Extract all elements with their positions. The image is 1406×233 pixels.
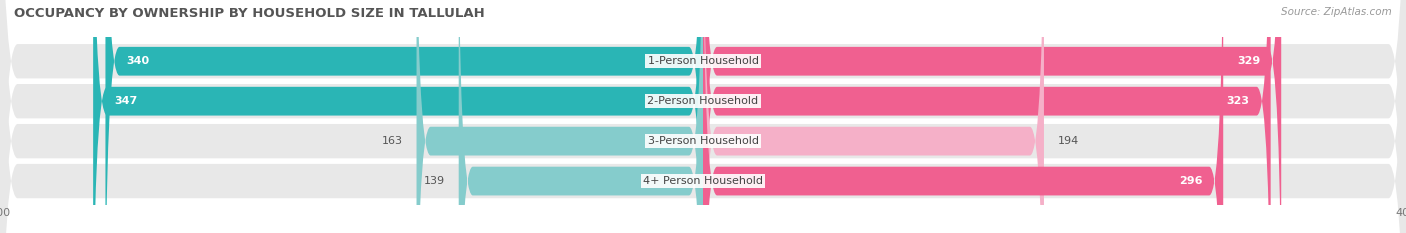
FancyBboxPatch shape (105, 0, 703, 233)
Text: 296: 296 (1178, 176, 1202, 186)
Text: 194: 194 (1057, 136, 1080, 146)
FancyBboxPatch shape (703, 0, 1223, 233)
Text: 3-Person Household: 3-Person Household (648, 136, 758, 146)
FancyBboxPatch shape (703, 0, 1043, 233)
FancyBboxPatch shape (458, 0, 703, 233)
Text: 163: 163 (381, 136, 402, 146)
Text: 329: 329 (1237, 56, 1260, 66)
FancyBboxPatch shape (93, 0, 703, 233)
Text: 323: 323 (1226, 96, 1250, 106)
FancyBboxPatch shape (703, 0, 1271, 233)
Text: 4+ Person Household: 4+ Person Household (643, 176, 763, 186)
FancyBboxPatch shape (703, 0, 1281, 233)
Text: 347: 347 (114, 96, 138, 106)
Text: 340: 340 (127, 56, 149, 66)
Text: 139: 139 (423, 176, 444, 186)
Text: 1-Person Household: 1-Person Household (648, 56, 758, 66)
Text: OCCUPANCY BY OWNERSHIP BY HOUSEHOLD SIZE IN TALLULAH: OCCUPANCY BY OWNERSHIP BY HOUSEHOLD SIZE… (14, 7, 485, 20)
FancyBboxPatch shape (416, 0, 703, 233)
Text: 2-Person Household: 2-Person Household (647, 96, 759, 106)
Text: Source: ZipAtlas.com: Source: ZipAtlas.com (1281, 7, 1392, 17)
